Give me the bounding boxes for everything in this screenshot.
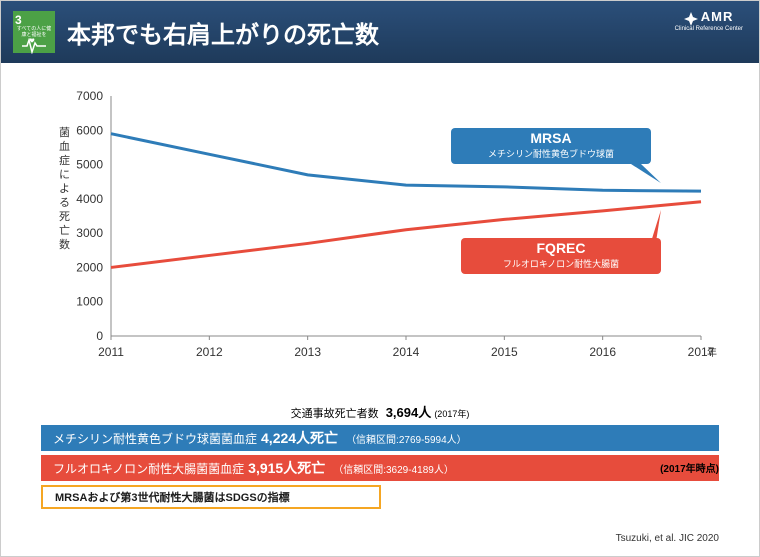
bar-label: メチシリン耐性黄色ブドウ球菌菌血症 [53, 430, 257, 447]
svg-text:2000: 2000 [76, 260, 103, 274]
traffic-deaths: 交通事故死亡者数 3,694人 (2017年) [41, 402, 719, 421]
bar-value: 3,915人死亡 [248, 458, 325, 478]
traffic-label: 交通事故死亡者数 [291, 408, 379, 420]
svg-text:よ: よ [59, 182, 70, 195]
svg-text:2014: 2014 [393, 345, 420, 359]
svg-text:数: 数 [59, 238, 70, 251]
info-bar-sdgs: MRSAおよび第3世代耐性大腸菌はSDGSの指標 [41, 485, 381, 509]
line-chart: 0 1000 2000 3000 4000 5000 6000 7000 2011 2012 201… [41, 86, 721, 371]
header: 3 すべての人に健康と福祉を 本邦でも右肩上がりの死亡数 AMR Clinica… [1, 1, 759, 63]
bar-value: 4,224人死亡 [261, 428, 338, 448]
svg-text:2011: 2011 [98, 345, 124, 359]
info-bar-mrsa: メチシリン耐性黄色ブドウ球菌菌血症 4,224人死亡 （信頼区間:2769-59… [41, 425, 719, 451]
svg-text:2013: 2013 [294, 345, 321, 359]
svg-text:1000: 1000 [76, 295, 103, 309]
svg-text:死: 死 [59, 211, 70, 223]
sdg-number: 3 [15, 13, 53, 27]
svg-text:る: る [59, 197, 70, 209]
logo-subtitle: Clinical Reference Center [675, 26, 743, 32]
bar-ci: （信頼区間:2769-5994人） [346, 431, 467, 446]
svg-text:5000: 5000 [76, 158, 103, 172]
info-bar-fqrec: フルオロキノロン耐性大腸菌菌血症 3,915人死亡 （信頼区間:3629-418… [41, 455, 719, 481]
svg-text:2015: 2015 [491, 345, 518, 359]
svg-text:MRSA: MRSA [530, 130, 571, 146]
svg-text:に: に [59, 169, 70, 181]
info-bars: 交通事故死亡者数 3,694人 (2017年) メチシリン耐性黄色ブドウ球菌菌血… [41, 396, 719, 509]
svg-text:2012: 2012 [196, 345, 223, 359]
slide-root: 3 すべての人に健康と福祉を 本邦でも右肩上がりの死亡数 AMR Clinica… [0, 0, 760, 557]
page-title: 本邦でも右肩上がりの死亡数 [67, 15, 379, 50]
sdg-text: すべての人に健康と福祉を [15, 27, 53, 38]
traffic-year: (2017年) [434, 409, 469, 419]
logo-text: AMR [701, 9, 734, 24]
bar-ci: （信頼区間:3629-4189人） [333, 461, 454, 476]
traffic-value: 3,694人 [386, 405, 432, 420]
svg-text:亡: 亡 [59, 223, 70, 237]
svg-text:0: 0 [96, 329, 103, 343]
svg-text:3000: 3000 [76, 226, 103, 240]
svg-text:血: 血 [59, 139, 70, 153]
svg-text:年: 年 [707, 346, 717, 359]
sdg-badge: 3 すべての人に健康と福祉を [13, 11, 55, 53]
heartbeat-icon [15, 38, 53, 54]
svg-text:症: 症 [59, 153, 70, 167]
svg-text:FQREC: FQREC [537, 240, 586, 256]
svg-text:メチシリン耐性黄色ブドウ球菌: メチシリン耐性黄色ブドウ球菌 [488, 148, 614, 159]
bar-label: フルオロキノロン耐性大腸菌菌血症 [53, 460, 244, 477]
bar-label: MRSAおよび第3世代耐性大腸菌はSDGSの指標 [55, 489, 290, 505]
logo: AMR Clinical Reference Center [675, 9, 743, 32]
svg-text:フルオロキノロン耐性大腸菌: フルオロキノロン耐性大腸菌 [503, 258, 619, 269]
svg-text:7000: 7000 [76, 89, 103, 103]
citation: Tsuzuki, et al. JIC 2020 [616, 533, 719, 544]
svg-text:菌: 菌 [59, 126, 70, 139]
svg-text:6000: 6000 [76, 123, 103, 137]
svg-text:2016: 2016 [589, 345, 616, 359]
svg-text:4000: 4000 [76, 192, 103, 206]
year-note: (2017年時点) [660, 460, 719, 475]
